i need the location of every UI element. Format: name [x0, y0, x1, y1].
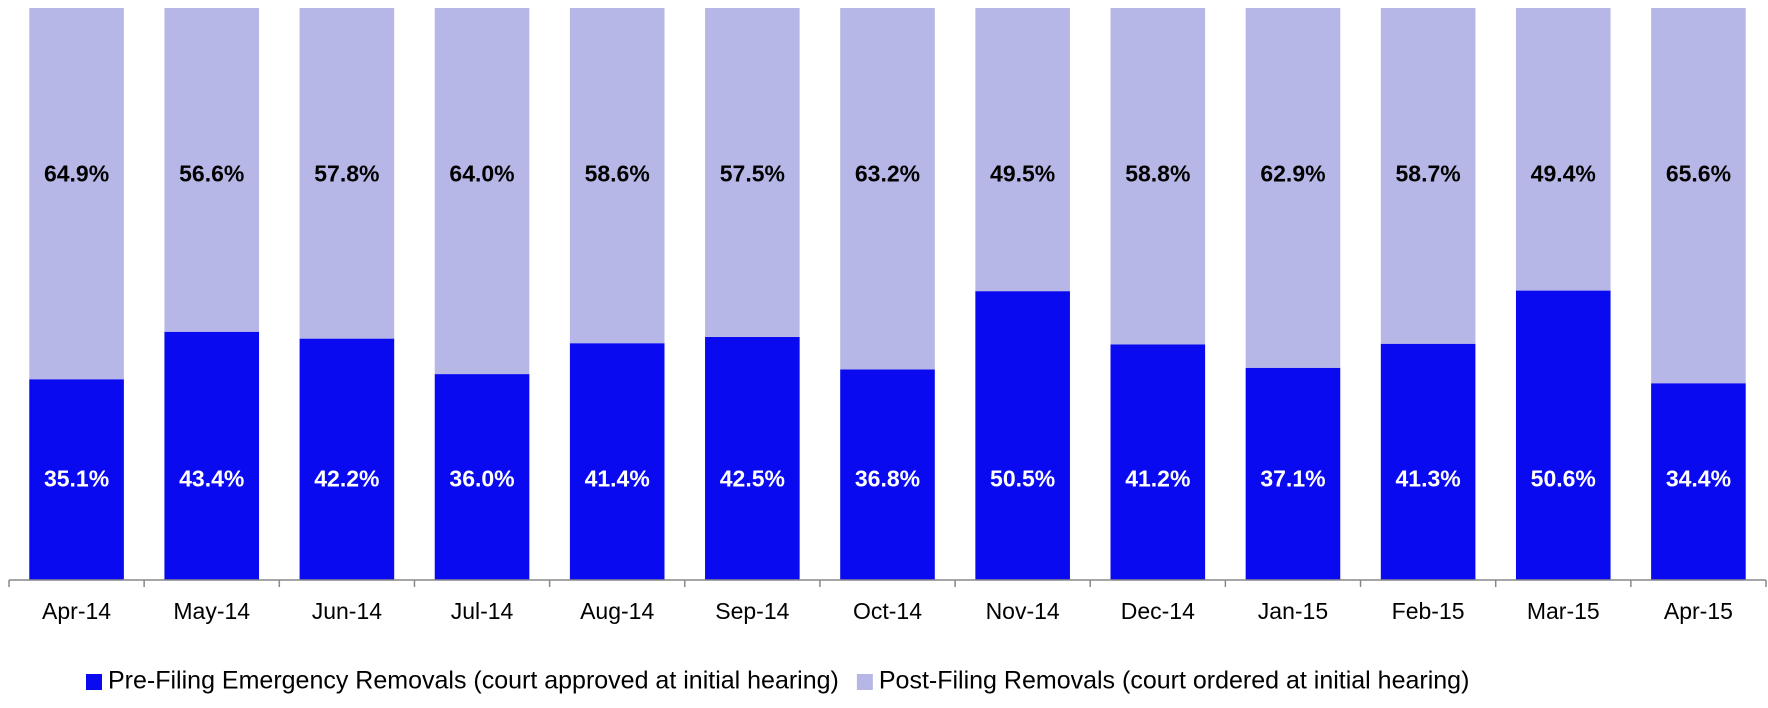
- x-tick-label: Nov-14: [986, 598, 1060, 624]
- value-label: 65.6%: [1666, 161, 1731, 187]
- x-tick-label: Aug-14: [580, 598, 654, 624]
- legend-swatch: [856, 674, 873, 690]
- x-tick-label: Jun-14: [312, 598, 383, 624]
- bar-segment: [434, 8, 530, 375]
- bar-segment: [1515, 8, 1611, 291]
- value-label: 49.4%: [1531, 161, 1596, 187]
- bar-segment: [1651, 383, 1746, 580]
- value-label: 63.2%: [855, 161, 920, 187]
- value-label: 42.5%: [720, 466, 785, 492]
- value-label: 36.0%: [449, 466, 514, 492]
- bar-segment: [164, 8, 260, 332]
- bar-segment: [29, 379, 124, 580]
- value-label: 50.6%: [1531, 466, 1596, 492]
- bar-segment: [1380, 8, 1476, 344]
- value-label: 56.6%: [179, 161, 244, 187]
- bar-segment: [1515, 290, 1611, 580]
- value-label: 64.9%: [44, 161, 109, 187]
- value-label: 35.1%: [44, 466, 109, 492]
- bar-segment: [1110, 344, 1206, 580]
- x-tick-label: Oct-14: [853, 598, 922, 624]
- value-label: 57.8%: [314, 161, 379, 187]
- value-label: 62.9%: [1260, 161, 1325, 187]
- value-label: 58.6%: [585, 161, 650, 187]
- bar-segment: [840, 8, 935, 370]
- x-tick-label: Dec-14: [1121, 598, 1195, 624]
- bar-segment: [569, 8, 665, 344]
- legend-label: Post-Filing Removals (court ordered at i…: [879, 667, 1470, 695]
- bar-segment: [164, 331, 260, 580]
- bar-segment: [1380, 343, 1476, 580]
- bar-segment: [975, 291, 1070, 580]
- value-label: 43.4%: [179, 466, 244, 492]
- value-label: 41.2%: [1125, 466, 1190, 492]
- value-label: 58.8%: [1125, 161, 1190, 187]
- bar-segment: [299, 8, 395, 339]
- bar-segment: [29, 8, 124, 380]
- bar-segment: [299, 338, 395, 580]
- bar-segment: [1245, 8, 1341, 368]
- x-tick-label: Feb-15: [1392, 598, 1465, 624]
- value-label: 42.2%: [314, 466, 379, 492]
- x-tick-label: Apr-15: [1664, 598, 1733, 624]
- x-tick-label: Jan-15: [1258, 598, 1328, 624]
- value-label: 64.0%: [449, 161, 514, 187]
- bar-segment: [1245, 367, 1341, 580]
- value-label: 41.3%: [1396, 466, 1461, 492]
- x-tick-label: Jul-14: [451, 598, 514, 624]
- value-label: 34.4%: [1666, 466, 1731, 492]
- bar-segment: [569, 343, 665, 580]
- bar-segment: [840, 369, 935, 580]
- legend-swatch: [86, 674, 102, 690]
- x-tick-label: Apr-14: [42, 598, 111, 624]
- x-tick-label: May-14: [173, 598, 250, 624]
- value-label: 41.4%: [585, 466, 650, 492]
- bar-segment: [705, 8, 800, 337]
- x-tick-label: Mar-15: [1527, 598, 1600, 624]
- legend-label: Pre-Filing Emergency Removals (court app…: [108, 667, 839, 695]
- value-label: 36.8%: [855, 466, 920, 492]
- bar-segment: [434, 374, 530, 580]
- value-label: 37.1%: [1260, 466, 1325, 492]
- bar-segment: [1651, 8, 1746, 384]
- value-label: 49.5%: [990, 161, 1055, 187]
- bar-segment: [1110, 8, 1206, 345]
- value-label: 50.5%: [990, 466, 1055, 492]
- bar-segment: [975, 8, 1070, 292]
- x-tick-label: Sep-14: [715, 598, 789, 624]
- bar-segment: [705, 336, 800, 580]
- value-label: 58.7%: [1396, 161, 1461, 187]
- value-label: 57.5%: [720, 161, 785, 187]
